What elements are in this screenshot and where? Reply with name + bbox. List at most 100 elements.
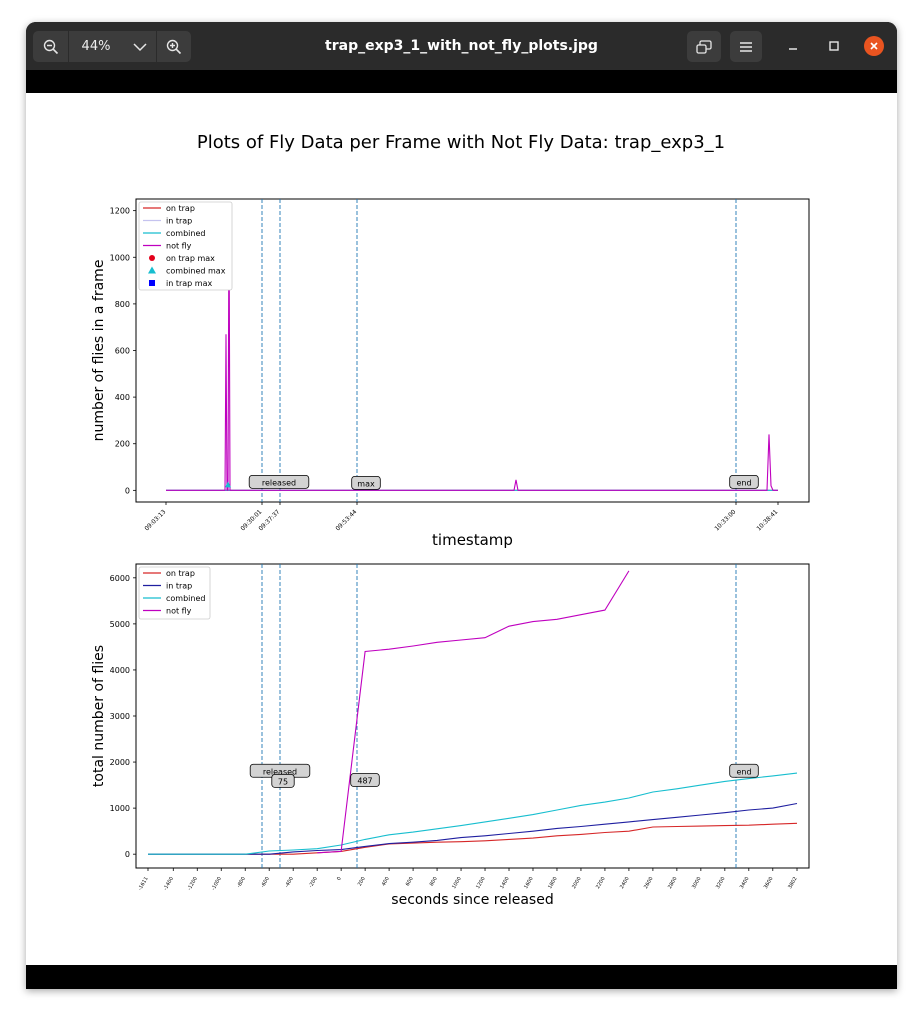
x-tick-label: 1000 [451,876,463,890]
annotation-487-box [350,773,380,787]
zoom-control: 44% [33,31,191,62]
legend-label: in trap [166,217,192,226]
legend-frame [138,201,233,291]
maximize-button[interactable] [824,36,844,56]
fit-window-icon [696,39,712,54]
x-tick-label: 10:38:41 [755,508,779,532]
combined-line [148,772,798,855]
x-tick-label: 2600 [643,876,655,890]
zoom-out-button[interactable] [33,31,68,62]
x-axis-label: seconds since released [391,892,553,908]
header-bar: 44% trap_exp3_1_with_not_fly_plots.jpg [26,22,897,70]
y-axis-label: number of flies in a frame [91,260,107,442]
annotation-released: released [263,767,297,776]
bottom-legend: on trap in trap combined not fly [138,566,211,620]
x-tick-label: 2400 [619,876,631,890]
annotation-75-box [271,774,295,788]
x-tick-label: 1400 [499,876,511,890]
annotation-487: 487 [357,776,372,785]
y-axis-label: total number of flies [91,645,107,787]
x-tick-label: -400 [284,876,295,889]
y-tick-label: 1000 [110,253,130,262]
annotation-max: max [357,479,375,488]
y-tick-label: 0 [125,850,130,859]
legend-label: on trap max [166,254,215,263]
zoom-dropdown-button[interactable] [125,31,155,62]
combined-max-marker [225,481,231,488]
x-tick-label: 3802 [787,876,799,890]
x-tick-label: 3000 [691,876,703,890]
x-tick-label: 2800 [667,876,679,890]
x-tick-label: 2200 [595,876,607,890]
legend-label: on trap [166,204,195,213]
x-tick-label: -600 [260,876,271,889]
legend-label: combined max [166,267,226,276]
y-tick-label: 5000 [110,620,130,629]
chevron-down-icon [133,42,147,51]
figure-suptitle: Plots of Fly Data per Frame with Not Fly… [197,132,725,153]
y-tick-label: 200 [115,440,130,449]
x-tick-label: 200 [357,876,367,887]
zoom-level: 44% [81,39,111,54]
legend-marker-triangle [148,266,156,274]
y-tick-label: 0 [125,486,130,495]
zoom-in-button[interactable] [157,31,191,62]
top-legend: on trap in trap combined not fly on trap max… [138,201,233,291]
legend-marker-square [149,280,155,286]
x-tick-label: 2000 [571,876,583,890]
y-tick-label: 600 [115,347,130,356]
x-tick-label: 10:33:00 [713,508,737,532]
y-tick-label: 800 [115,300,130,309]
y-tick-label: 1000 [110,804,130,813]
annotation-end-box [729,763,759,778]
x-axis-label: timestamp [432,531,513,549]
x-tick-label: 600 [405,876,415,887]
minimize-button[interactable] [783,36,803,56]
main-menu-button[interactable] [730,31,762,62]
minimize-icon [789,48,797,50]
in-trap-line [148,802,798,855]
annotation-75: 75 [278,777,288,786]
x-tick-label: 1200 [475,876,487,890]
legend-label: combined [166,229,205,238]
y-tick-label: 400 [115,393,130,402]
legend-label: in trap max [166,279,212,288]
fit-window-button[interactable] [687,31,721,62]
x-tick-label: 3600 [763,876,775,890]
not-fly-line [166,208,778,491]
x-tick-label: 0 [336,876,343,882]
figure: Plots of Fly Data per Frame with Not Fly… [91,132,810,908]
legend-frame [138,566,211,620]
annotation-end: end [736,478,751,487]
y-tick-label: 6000 [110,574,130,583]
x-tick-label: 400 [381,876,391,887]
bottom-plot-frame [135,563,810,869]
y-tick-label: 3000 [110,712,130,721]
x-tick-label: -800 [236,876,247,889]
maximize-icon [829,41,839,51]
close-button[interactable] [864,36,884,56]
image-canvas[interactable]: Plots of Fly Data per Frame with Not Fly… [26,70,897,989]
annotation-released: released [262,478,296,487]
x-tick-label: 09:53:44 [334,508,358,532]
zoom-level-display[interactable]: 44% [69,31,123,62]
hamburger-menu-icon [740,41,752,52]
close-icon [870,42,878,50]
x-tick-label: -1200 [187,876,199,892]
x-tick-label: -1400 [163,876,175,892]
x-tick-label: 09:03:13 [143,508,167,532]
image-viewer-window: 44% trap_exp3_1_with_not_fly_plots.jpg [26,22,897,989]
zoom-in-icon [166,39,182,54]
displayed-image: Plots of Fly Data per Frame with Not Fly… [26,93,897,965]
legend-label: combined [166,594,205,603]
annotation-released-box [248,474,310,489]
x-tick-label: -200 [308,876,319,889]
legend-label: in trap [166,582,192,591]
zoom-out-icon [43,39,58,54]
legend-marker-circle [149,255,155,261]
legend-label: on trap [166,569,195,578]
legend-label: not fly [166,607,192,616]
top-plot-frame [135,198,810,503]
annotation-end-box [729,474,759,489]
